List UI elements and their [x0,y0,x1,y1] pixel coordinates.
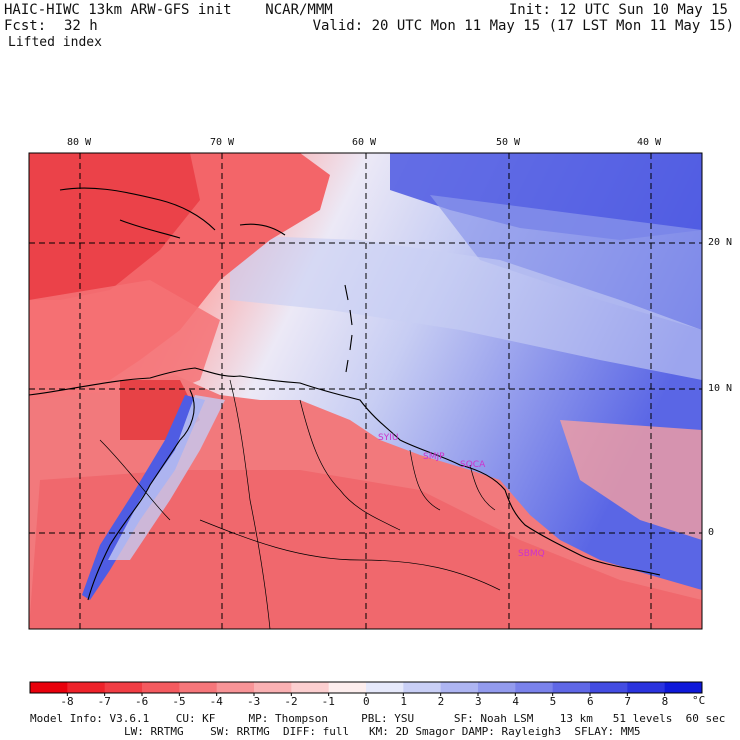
colorbar-label: -2 [284,695,298,708]
station-sbmq: SBMQ [518,549,545,559]
colorbar-label: -7 [97,695,111,708]
stable-region-mid [430,195,702,330]
colorbar-label: -3 [247,695,261,708]
colorbar-swatch [142,682,180,693]
stable-band [230,235,702,380]
colorbar-swatch [664,682,703,693]
station-syiu: SYIU [378,433,398,443]
field-name: Lifted index [8,35,102,50]
colorbar-label: 1 [400,695,407,708]
lon-label-80w: 80 W [67,137,92,148]
colorbar-swatch [254,682,292,693]
stable-andes-edge [108,395,225,560]
colorbar-swatch [590,682,628,693]
lon-label-50w: 50 W [496,137,521,148]
map-frame [28,152,703,630]
colorbar-unit: °C [692,694,706,707]
colorbar-swatch [104,682,143,693]
model-title: HAIC-HIWC 13km ARW-GFS init NCAR/MMM [4,2,333,18]
colorbar-swatch [627,682,666,693]
unstable-caribbean-core [29,153,200,300]
colorbar-swatch [216,682,255,693]
init-time: Init: 12 UTC Sun 10 May 15 [508,2,728,18]
colorbar-swatch [440,682,479,693]
colorbar-label: -6 [135,695,149,708]
colorbar-label: 0 [363,695,370,708]
colorbar-label: -4 [209,695,223,708]
colorbar-swatch [366,682,404,693]
model-info-line2: LW: RRTMG SW: RRTMG DIFF: full KM: 2D Sm… [124,725,641,738]
country-borders [99,379,501,629]
forecast-hour: 32 h [64,18,98,34]
graticule [29,153,702,629]
colorbar-swatch [328,682,367,693]
colorbar-label: 8 [661,695,669,708]
map-field [29,153,702,629]
colorbar-swatch [67,682,106,693]
unstable-atlantic-se [560,420,702,540]
lat-label-0: 0 [708,527,715,538]
colorbar-label: 2 [437,695,445,708]
colorbar-swatch [291,682,330,693]
coastlines [29,187,661,601]
colorbar-label: -1 [321,695,335,708]
colorbar-swatch [478,682,516,693]
colorbar-swatch [30,682,68,693]
lat-label-10n: 10 N [708,383,733,394]
lon-label-40w: 40 W [637,137,662,148]
colorbar [29,681,703,696]
colorbar-swatch [552,682,591,693]
colorbar-label: -5 [172,695,186,708]
station-smjp: SMJP [423,452,445,462]
colorbar-label: -8 [60,695,74,708]
model-info-line1: Model Info: V3.6.1 CU: KF MP: Thompson P… [30,712,726,725]
unstable-amazon [29,470,702,629]
stable-region-ne [390,153,702,240]
colorbar-label: 4 [512,695,519,708]
colorbar-label: 7 [624,695,631,708]
forecast-label: Fcst: [4,18,47,34]
colorbar-swatch [403,682,442,693]
lon-label-70w: 70 W [210,137,235,148]
lat-label-20n: 20 N [708,237,733,248]
colorbar-swatch [515,682,554,693]
valid-time: Valid: 20 UTC Mon 11 May 15 (17 LST Mon … [312,18,734,34]
colorbar-label: 6 [587,695,594,708]
colorbar-label: 3 [475,695,482,708]
colorbar-label: 5 [549,695,557,708]
lon-label-60w: 60 W [352,137,377,148]
station-soca: SOCA [460,460,486,470]
colorbar-swatch [179,682,218,693]
